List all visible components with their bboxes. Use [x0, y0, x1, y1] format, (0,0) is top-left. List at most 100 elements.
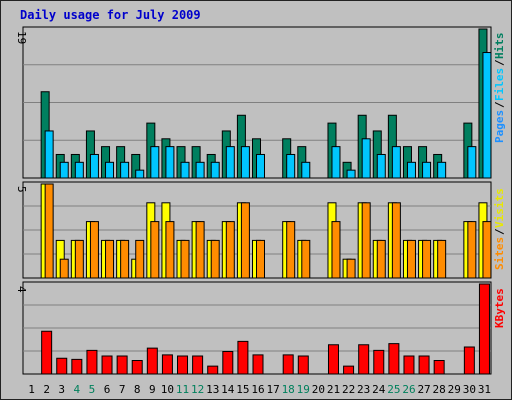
bar-files-day-18	[286, 153, 296, 179]
legend-separator: /	[493, 101, 506, 108]
bar-files-day-12	[195, 161, 205, 179]
bar-files-day-24	[376, 153, 386, 179]
chart-title: Daily usage for July 2009	[20, 8, 201, 22]
bar-files-day-26	[406, 161, 416, 179]
x-tick-label: 30	[463, 383, 476, 396]
x-tick-label: 17	[266, 383, 279, 396]
x-tick-label: 15	[236, 383, 249, 396]
bar-sites-day-12	[195, 221, 205, 279]
bar-sites-day-5	[89, 221, 99, 279]
bar-kbytes-day-15	[237, 340, 249, 375]
bar-kbytes-day-11	[177, 355, 189, 375]
x-tick-label: 13	[206, 383, 219, 396]
bar-kbytes-day-10	[161, 354, 173, 375]
bar-sites-day-11	[180, 239, 190, 279]
legend-sites: Sites	[493, 237, 506, 270]
bar-kbytes-day-14	[222, 351, 234, 375]
bar-kbytes-day-27	[418, 355, 430, 375]
bar-sites-day-13	[210, 239, 220, 279]
bar-kbytes-day-13	[207, 365, 219, 375]
bar-files-day-22	[346, 169, 356, 179]
x-tick-label: 4	[74, 383, 81, 396]
legend-kbytes: KBytes	[493, 288, 506, 328]
bar-kbytes-day-12	[192, 355, 204, 375]
bar-sites-day-2	[44, 183, 54, 279]
bar-files-day-21	[331, 146, 341, 179]
x-tick-label: 12	[191, 383, 204, 396]
bar-sites-day-15	[240, 202, 250, 279]
bar-sites-day-28	[437, 239, 447, 279]
bar-files-day-10	[165, 146, 175, 179]
bar-sites-day-3	[59, 258, 69, 279]
bar-kbytes-day-6	[101, 355, 113, 375]
bar-kbytes-day-26	[403, 355, 415, 375]
bar-sites-day-16	[256, 239, 265, 279]
legend-separator: /	[493, 59, 506, 66]
bar-kbytes-day-4	[71, 358, 83, 375]
x-tick-label: 22	[342, 383, 355, 396]
bar-files-day-31	[482, 52, 492, 179]
bar-kbytes-day-19	[297, 355, 309, 375]
legend-pages: Pages	[493, 110, 506, 143]
bar-kbytes-day-31	[478, 283, 490, 375]
x-tick-label: 25	[387, 383, 400, 396]
bar-files-day-28	[437, 161, 447, 179]
x-tick-label: 29	[448, 383, 461, 396]
bar-sites-day-14	[225, 221, 235, 279]
x-tick-label: 7	[119, 383, 126, 396]
bar-kbytes-day-3	[56, 357, 68, 375]
bar-sites-day-26	[406, 239, 416, 279]
bar-kbytes-day-2	[41, 330, 53, 375]
bar-sites-day-6	[105, 239, 115, 279]
x-tick-label: 28	[433, 383, 446, 396]
bar-sites-day-4	[74, 239, 84, 279]
x-tick-label: 19	[297, 383, 310, 396]
bar-kbytes-day-23	[358, 344, 370, 375]
x-tick-label: 10	[161, 383, 174, 396]
bar-files-day-4	[74, 161, 84, 179]
bar-sites-day-23	[361, 202, 371, 279]
bar-kbytes-day-30	[463, 346, 475, 375]
bar-sites-day-19	[301, 239, 311, 279]
bar-sites-day-10	[165, 221, 175, 279]
x-tick-label: 31	[478, 383, 491, 396]
x-tick-label: 8	[134, 383, 141, 396]
bar-sites-day-21	[331, 221, 341, 279]
bar-files-day-30	[467, 146, 477, 179]
bar-kbytes-day-7	[116, 355, 128, 375]
y-max-label: 5	[15, 186, 28, 193]
legend-hits: Hits	[493, 33, 506, 60]
bar-sites-day-24	[376, 239, 386, 279]
bar-sites-day-18	[286, 221, 296, 279]
x-tick-label: 24	[372, 383, 386, 396]
bar-files-day-6	[105, 161, 115, 179]
bar-sites-day-8	[135, 239, 145, 279]
bar-kbytes-day-5	[86, 349, 98, 375]
bar-kbytes-day-28	[433, 360, 445, 375]
x-tick-label: 3	[58, 383, 65, 396]
bar-kbytes-day-9	[146, 347, 158, 375]
x-tick-label: 9	[149, 383, 156, 396]
bar-kbytes-day-21	[327, 344, 339, 375]
bar-files-day-23	[361, 138, 371, 179]
bar-kbytes-day-18	[282, 354, 294, 375]
bar-files-day-14	[225, 146, 235, 179]
legend-separator: /	[493, 228, 506, 235]
bar-files-day-5	[89, 153, 99, 179]
bar-kbytes-day-24	[373, 349, 385, 375]
bar-sites-day-27	[422, 239, 432, 279]
bar-sites-day-25	[391, 202, 401, 279]
bar-files-day-8	[135, 169, 145, 179]
bar-files-day-15	[240, 146, 250, 179]
bar-files-day-25	[391, 146, 401, 179]
x-tick-label: 1	[28, 383, 35, 396]
x-tick-label: 14	[221, 383, 235, 396]
bar-kbytes-day-8	[131, 360, 143, 375]
x-tick-label: 2	[43, 383, 50, 396]
legend-files: Files	[493, 68, 506, 101]
legend-visits: Visits	[493, 188, 506, 228]
x-tick-label: 26	[402, 383, 415, 396]
x-tick-label: 23	[357, 383, 370, 396]
